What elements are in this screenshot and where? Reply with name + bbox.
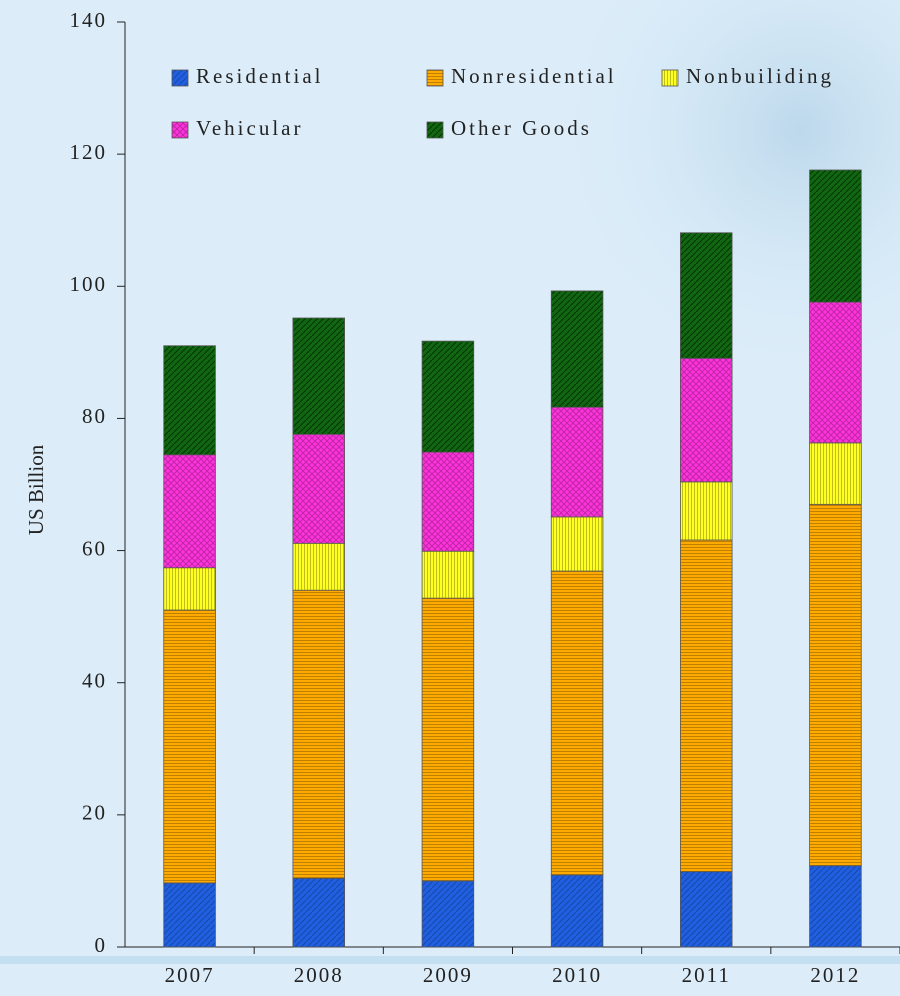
x-tick-label: 2011: [682, 963, 731, 987]
y-tick-label: 40: [82, 669, 107, 693]
bar-segment: [292, 433, 345, 544]
x-tick-label: 2008: [294, 963, 344, 987]
bar-segment: [680, 481, 733, 541]
bar-segment: [680, 871, 733, 948]
bar-segment: [809, 301, 862, 444]
bar-segment: [163, 345, 216, 456]
bar-segment: [809, 503, 862, 867]
bar-segment: [163, 882, 216, 948]
legend-swatch: [171, 69, 189, 87]
bar-segment: [292, 589, 345, 879]
bottom-strip: [0, 956, 900, 964]
bar-segment: [292, 317, 345, 435]
bar-segment: [421, 451, 475, 552]
bar-segment: [550, 570, 604, 876]
y-tick-label: 140: [70, 8, 108, 32]
bar-segment: [163, 454, 216, 569]
x-tick-label: 2009: [423, 963, 473, 987]
bar-segment: [550, 874, 604, 948]
bar-segment: [421, 597, 475, 882]
legend-swatch: [661, 69, 679, 87]
y-tick-label: 120: [70, 140, 108, 164]
bar-segment: [680, 232, 733, 359]
bar-segment: [421, 550, 475, 599]
bar-segment: [292, 877, 345, 948]
bar-segment: [809, 169, 862, 303]
y-tick-label: 100: [70, 272, 108, 296]
bar-segment: [550, 290, 604, 408]
y-tick-label: 0: [95, 933, 108, 957]
legend-label: Nonresidential: [451, 64, 617, 88]
bar-segment: [163, 609, 216, 884]
bar-segment: [421, 340, 475, 453]
legend-label: Residential: [196, 64, 323, 88]
bar-segment: [421, 880, 475, 948]
x-tick-label: 2007: [165, 963, 215, 987]
legend-label: Vehicular: [196, 116, 303, 140]
x-tick-label: 2012: [810, 963, 860, 987]
y-axis-label: US Billion: [24, 444, 48, 535]
x-tick-label: 2010: [552, 963, 602, 987]
legend-label: Other Goods: [451, 116, 592, 140]
bar-segment: [680, 539, 733, 873]
legend-label: Nonbuiliding: [686, 64, 834, 88]
bar-segment: [809, 865, 862, 948]
bar-segment: [809, 442, 862, 505]
y-tick-label: 60: [82, 536, 107, 560]
bar-segment: [292, 542, 345, 591]
y-tick-label: 80: [82, 404, 107, 428]
legend-swatch: [426, 69, 444, 87]
bar-segment: [550, 406, 604, 518]
legend-swatch: [426, 121, 444, 139]
bar-segment: [163, 567, 216, 611]
y-tick-label: 20: [82, 801, 107, 825]
bar-segment: [680, 357, 733, 483]
bar-segment: [550, 516, 604, 572]
legend-swatch: [171, 121, 189, 139]
